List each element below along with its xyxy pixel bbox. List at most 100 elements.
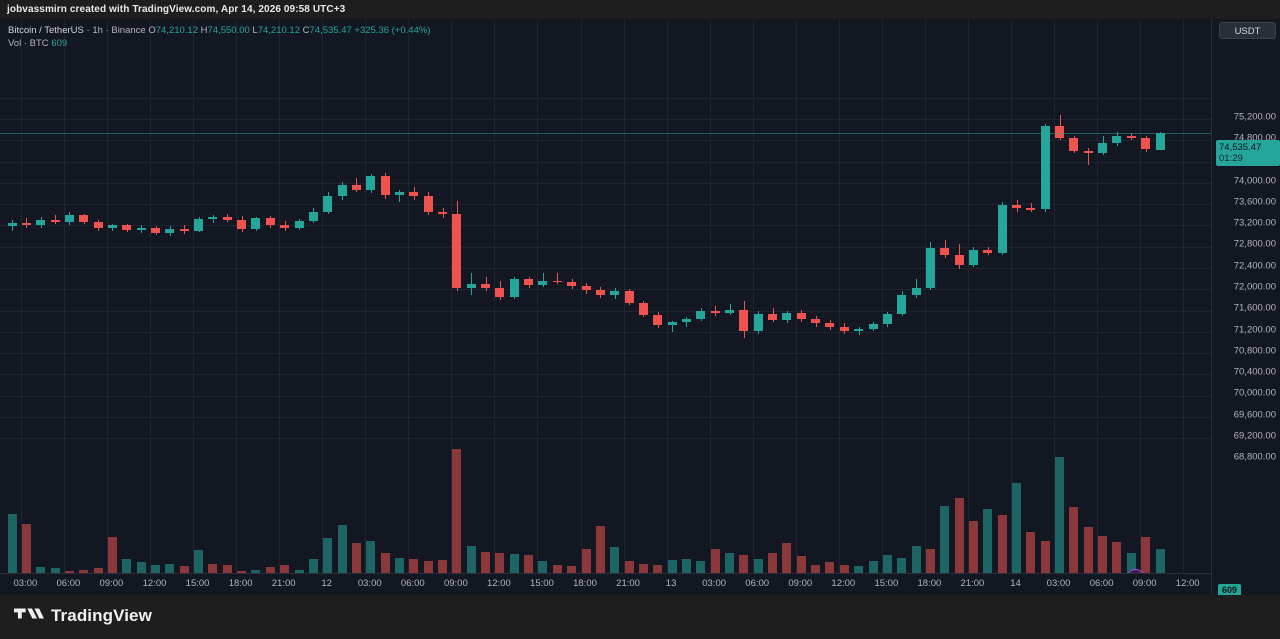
volume-bar [424,561,433,573]
candle-wick [55,215,56,224]
candle-wick [1088,147,1089,165]
legend-volume-value: 609 [51,38,68,49]
price-tick-label: 75,200.00 [1233,111,1276,123]
time-tick-label: 12 [321,578,332,589]
gridline-vertical [408,19,410,573]
candle-body [366,176,375,191]
legend-change-percent: (+0.44%) [391,25,431,36]
gridline-vertical [709,19,711,573]
legend-volume-label: Vol · BTC [8,38,49,49]
candle-body [223,217,232,221]
price-tick-label: 70,400.00 [1233,366,1276,378]
volume-bar [79,569,88,573]
volume-bar [1012,482,1021,573]
price-tick-label: 74,800.00 [1233,132,1276,144]
volume-bar [912,545,921,573]
gridline-vertical [150,19,151,573]
last-price-badge: 74,535.47 01:29 [1216,140,1280,167]
volume-bar [754,558,763,573]
gridline-horizontal [0,119,1211,120]
price-tick-label: 72,400.00 [1233,260,1276,272]
gridline-horizontal [0,140,1211,141]
volume-bar [295,569,304,573]
candle-body [553,280,562,283]
gridline-horizontal [0,247,1211,248]
gridline-horizontal [0,225,1211,226]
gridline-vertical [752,19,754,573]
time-axis[interactable]: 03:00 06:00 09:00 12:00 15:00 18:00 21:00 12 03:… [0,573,1211,596]
candle-body [137,227,146,230]
volume-bar [538,561,547,573]
candle-wick [1031,203,1032,212]
time-tick-label: 03:00 [13,578,38,589]
gridline-vertical [63,19,65,573]
time-tick-label: 12:00 [142,578,167,589]
legend-interval[interactable]: 1h [92,25,103,36]
price-tick-label: 73,600.00 [1233,196,1276,208]
volume-bar [194,550,203,573]
candle-wick [672,321,673,332]
volume-bar [553,564,562,573]
volume-bar [983,509,992,573]
legend-low-label: L [252,25,258,36]
candle-body [108,225,117,228]
time-tick-label: 06:00 [400,578,425,589]
gridline-vertical [1011,19,1012,573]
price-axis[interactable]: USDT 75,200.0074,800.0074,400.0074,000.0… [1211,19,1280,595]
gridline-vertical [236,19,238,573]
volume-bar [1141,537,1150,573]
chart-pane[interactable]: Bitcoin / TetherUS · 1h · Binance O74,21… [0,19,1211,573]
candle-body [797,312,806,320]
candle-wick [557,273,558,284]
candle-body [22,223,31,226]
tradingview-logo[interactable]: TradingView [14,605,152,627]
time-tick-label: 09:00 [788,578,813,589]
candle-body [825,323,834,327]
time-tick-label: 12:00 [831,578,856,589]
candle-body [1012,205,1021,209]
price-tick-label: 68,800.00 [1233,451,1276,463]
legend-low-value: 74,210.12 [257,25,300,36]
gridline-vertical [1140,19,1142,573]
time-tick-label: 09:00 [1132,578,1157,589]
candle-body [1069,138,1078,151]
volume-bar [438,560,447,573]
gridline-horizontal [0,311,1211,312]
volume-bar [94,568,103,573]
candle-body [969,249,978,265]
candle-body [768,313,777,321]
price-tick-label: 73,200.00 [1233,217,1276,229]
candle-body [381,176,390,195]
volume-bar [65,570,74,573]
candle-body [122,225,131,230]
candle-body [352,184,361,191]
volume-bar [725,552,734,573]
currency-button[interactable]: USDT [1219,22,1276,39]
chart-legend[interactable]: Bitcoin / TetherUS · 1h · Binance O74,21… [8,24,430,50]
candle-body [625,291,634,304]
volume-bar [1098,535,1107,573]
candle-body [1026,208,1035,210]
candle-body [309,211,318,222]
candle-body [295,221,304,228]
volume-bar [36,567,45,573]
volume-bar [251,569,260,573]
candle-body [668,322,677,326]
candle-body [940,247,949,256]
gridline-horizontal [0,162,1211,163]
tradingview-wordmark: TradingView [51,606,152,625]
attribution-bar: jobvassmirn created with TradingView.com… [0,0,1280,19]
gridline-horizontal [0,268,1211,269]
footer-bar: TradingView [0,595,1280,639]
legend-symbol[interactable]: Bitcoin / TetherUS [8,25,84,36]
candle-body [869,324,878,329]
time-tick-label: 18:00 [573,578,597,589]
volume-bar [897,557,906,573]
candle-body [237,220,246,229]
candle-body [495,288,504,297]
volume-bar [352,543,361,573]
candle-body [567,281,576,287]
volume-bar [739,555,748,573]
time-tick-label: 03:00 [357,578,382,589]
volume-bar [926,549,935,573]
